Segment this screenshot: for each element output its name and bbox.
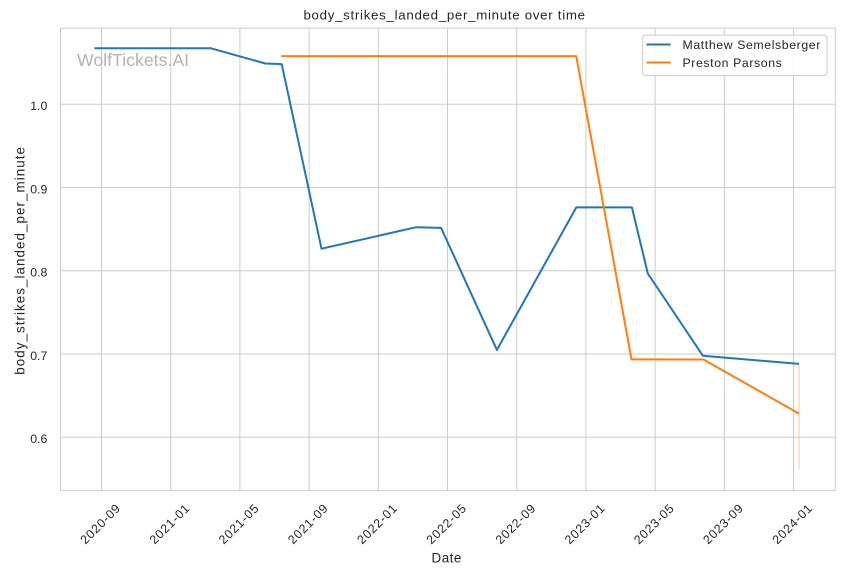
svg-text:WolfTickets.AI: WolfTickets.AI [77,50,189,70]
svg-text:Preston Parsons: Preston Parsons [683,56,783,70]
svg-text:0.9: 0.9 [30,182,47,196]
svg-text:Date: Date [432,550,462,565]
svg-text:body_strikes_landed_per_minute: body_strikes_landed_per_minute over time [303,8,585,23]
svg-text:Matthew Semelsberger: Matthew Semelsberger [683,38,821,52]
svg-text:body_strikes_landed_per_minute: body_strikes_landed_per_minute [12,146,27,375]
svg-text:0.7: 0.7 [30,349,47,363]
svg-text:1.0: 1.0 [30,99,47,113]
svg-text:0.8: 0.8 [30,266,47,280]
svg-text:0.6: 0.6 [30,432,47,446]
